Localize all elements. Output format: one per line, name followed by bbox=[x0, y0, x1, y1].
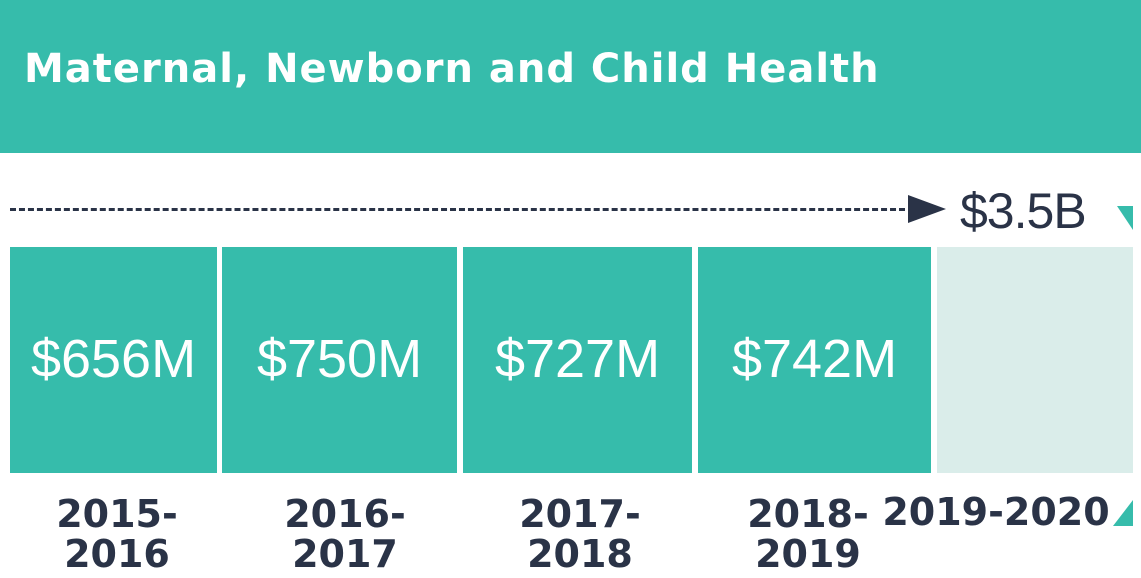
bar-2016-2017 bbox=[222, 247, 457, 473]
category-label: 2016-2017 bbox=[284, 492, 406, 576]
page-title: Maternal, Newborn and Child Health bbox=[24, 46, 880, 92]
bar-2019-2020 bbox=[937, 247, 1133, 473]
category-label: 2017-2018 bbox=[519, 492, 641, 576]
arrow-right-icon bbox=[908, 195, 946, 223]
bar-2018-2019 bbox=[698, 247, 931, 473]
title-banner: Maternal, Newborn and Child Health bbox=[0, 0, 1141, 153]
bar-value-label: $750M bbox=[257, 329, 422, 389]
total-amount-label: $3.5B bbox=[960, 183, 1087, 239]
bar-value-label: $742M bbox=[732, 329, 897, 389]
corner-triangle-icon bbox=[1117, 206, 1133, 230]
bar-2015-2016 bbox=[10, 247, 217, 473]
bar-value-label: $727M bbox=[495, 329, 660, 389]
total-dashed-arrow-line bbox=[10, 208, 905, 211]
category-label: 2015-2016 bbox=[56, 492, 178, 576]
category-label: 2019-2020 bbox=[882, 490, 1109, 534]
bar-value-label: $656M bbox=[31, 329, 196, 389]
category-label: 2018-2019 bbox=[747, 492, 869, 576]
bar-2017-2018 bbox=[463, 247, 692, 473]
corner-triangle-icon bbox=[1113, 500, 1133, 526]
